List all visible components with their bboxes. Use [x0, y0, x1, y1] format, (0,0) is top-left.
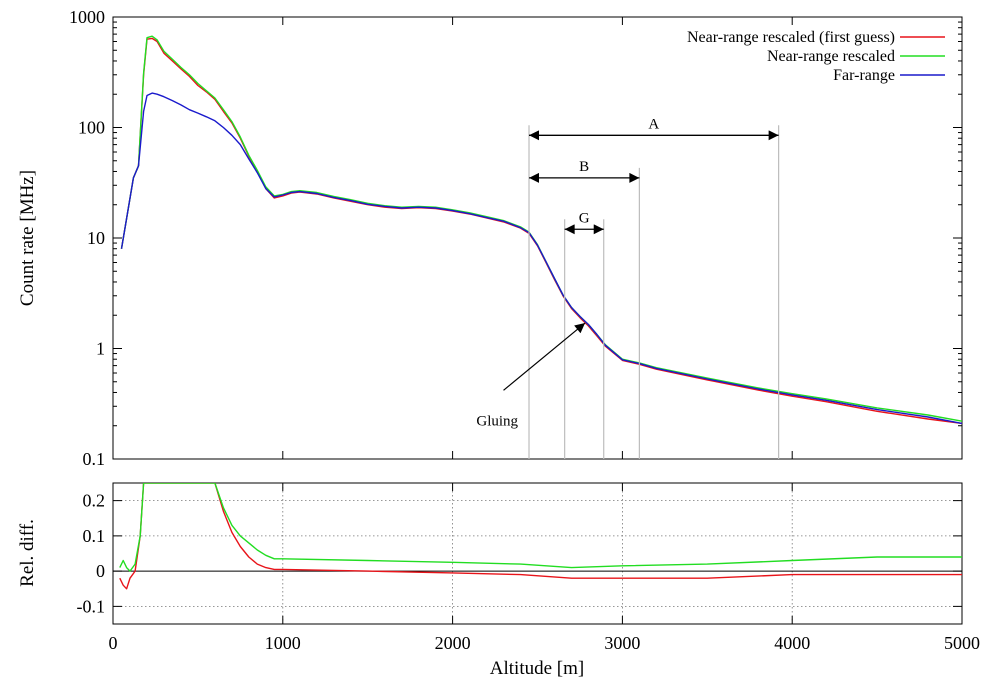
top-y-tick-label: 10 [87, 228, 105, 248]
top-panel: 0.1 1 10 100 1000 A B G Gluing Near-range resca… [17, 7, 963, 469]
top-y-tick-label: 1 [96, 339, 105, 359]
bottom-y-tick-label: 0.2 [83, 491, 106, 511]
bottom-series-line-0 [119, 483, 962, 590]
bottom-y-tick-label: 0 [96, 561, 105, 581]
bottom-y-ticks: -0.1 0 0.1 0.2 [77, 491, 962, 616]
x-tick-label: 5000 [944, 633, 980, 653]
legend-label-rescaled: Near-range rescaled [767, 48, 895, 65]
top-series-line-2 [120, 92, 963, 425]
x-tick-label: 4000 [774, 633, 810, 653]
legend-label-first-guess: Near-range rescaled (first guess) [687, 29, 895, 46]
x-tick-label: 1000 [265, 633, 301, 653]
range-label-G: G [579, 210, 590, 226]
bottom-grid [113, 483, 962, 624]
bottom-plot-frame [112, 482, 963, 625]
x-axis-label: Altitude [m] [490, 658, 584, 679]
legend: Near-range rescaled (first guess) Near-r… [687, 29, 945, 84]
top-y-tick-label: 1000 [69, 7, 105, 27]
range-label-B: B [579, 159, 589, 175]
top-series-lines [120, 35, 963, 425]
bottom-y-tick-label: 0.1 [83, 526, 106, 546]
legend-label-far-range: Far-range [833, 67, 895, 84]
bottom-x-ticks: 0 1000 2000 3000 4000 5000 [109, 483, 980, 653]
x-tick-label: 0 [109, 633, 118, 653]
bottom-y-axis-label: Rel. diff. [17, 519, 38, 587]
bottom-series-line-1 [119, 483, 962, 572]
x-tick-label: 2000 [435, 633, 471, 653]
gluing-arrow [503, 322, 586, 391]
top-y-tick-label: 0.1 [83, 449, 106, 469]
top-y-tick-label: 100 [78, 118, 105, 138]
gluing-label: Gluing [476, 414, 518, 430]
top-y-axis-label: Count rate [MHz] [17, 170, 38, 306]
top-series-line-0 [120, 37, 963, 425]
range-annotations: A B G Gluing [476, 116, 780, 459]
bottom-panel: 0 1000 2000 3000 4000 5000 -0.100.10.2 Rel. d… [17, 482, 980, 679]
top-series-line-1 [120, 35, 963, 422]
top-x-ticks [112, 17, 963, 459]
range-label-A: A [648, 116, 659, 132]
bottom-series-lines [119, 483, 962, 590]
top-y-ticks: 0.1 1 10 100 1000 [69, 7, 962, 469]
x-tick-label: 3000 [604, 633, 640, 653]
bottom-y-tick-label: -0.1 [77, 596, 106, 616]
